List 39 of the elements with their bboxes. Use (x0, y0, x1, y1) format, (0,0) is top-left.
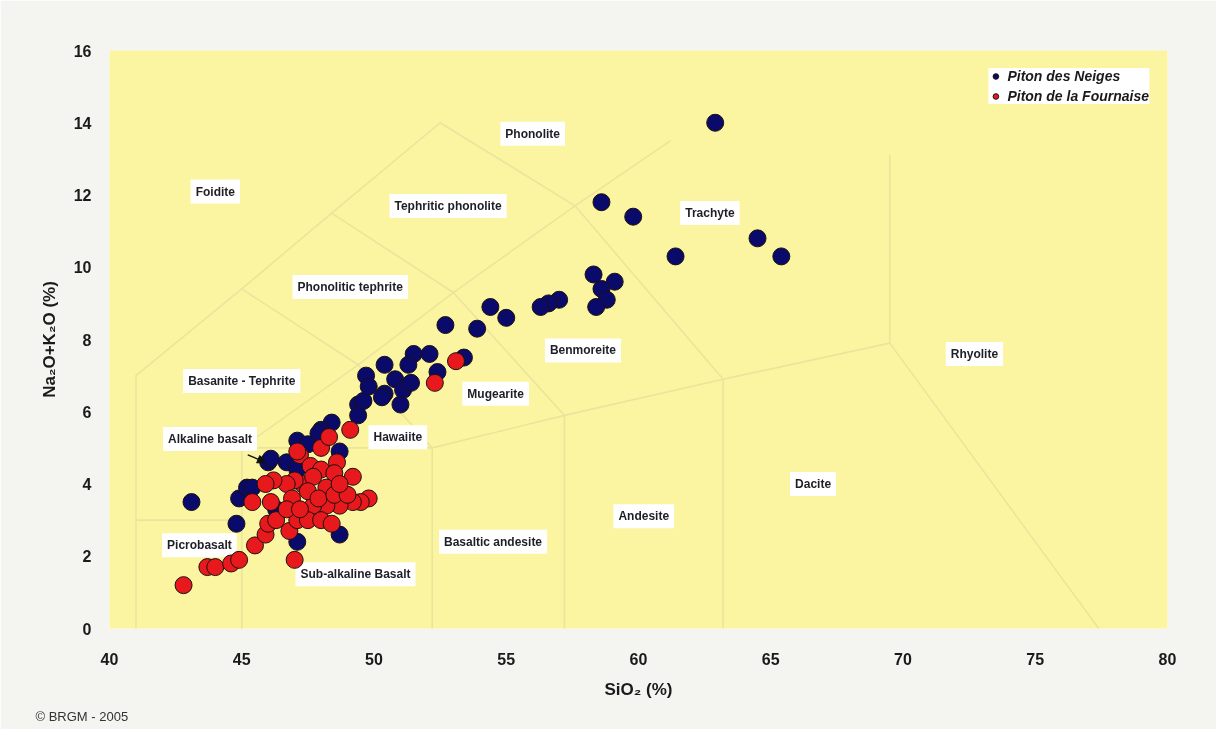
x-tick-label: 55 (497, 650, 516, 668)
y-tick-label: 14 (73, 114, 92, 132)
legend-label: Piton des Neiges (1007, 68, 1121, 84)
annotation: Phonolitic tephrite (297, 279, 404, 294)
y-tick-label: 6 (82, 403, 92, 421)
annotation: Rhyolite (950, 346, 999, 361)
x-tick-label: 65 (761, 650, 780, 668)
y-axis-title: Na₂O+K₂O (%) (39, 281, 59, 398)
annotation: Phonolite (505, 126, 561, 141)
x-tick-label: 75 (1026, 650, 1045, 668)
annotation: Tephritic phonolite (394, 198, 502, 213)
annotation: Alkaline basalt (167, 431, 253, 446)
y-tick-label: 10 (73, 259, 92, 277)
y-tick-label: 12 (73, 187, 92, 204)
y-tick-label: 4 (82, 476, 92, 493)
y-tick-label: 2 (82, 548, 92, 566)
x-tick-label: 80 (1158, 650, 1177, 668)
y-tick-label: 8 (82, 331, 92, 349)
x-tick-label: 60 (629, 650, 648, 668)
annotation: Basaltic andesite (444, 534, 543, 549)
y-tick-label: 16 (73, 42, 92, 60)
annotation: Benmoreite (549, 343, 617, 358)
annotation: Dacite (795, 477, 832, 491)
annotation: Mugearite (467, 386, 525, 401)
x-tick-label: 50 (365, 650, 383, 668)
annotation: Hawaiite (373, 430, 423, 445)
x-tick-label: 70 (894, 650, 912, 668)
x-axis-title: SiO₂ (%) (604, 679, 673, 699)
annotation: Basanite - Tephrite (188, 374, 296, 389)
annotation: Andesite (618, 509, 670, 524)
x-tick-label: 40 (100, 650, 119, 668)
annotation: Trachyte (685, 205, 735, 220)
annotation: Foidite (195, 184, 236, 199)
text: © BRGM - 2005 (35, 708, 129, 724)
annotation: Picrobasalt (167, 538, 232, 553)
legend-label: Piton de la Fournaise (1007, 88, 1149, 104)
x-tick-label: 45 (232, 650, 251, 668)
y-tick-label: 0 (82, 620, 92, 638)
annotation: Sub-alkaline Basalt (300, 567, 411, 582)
